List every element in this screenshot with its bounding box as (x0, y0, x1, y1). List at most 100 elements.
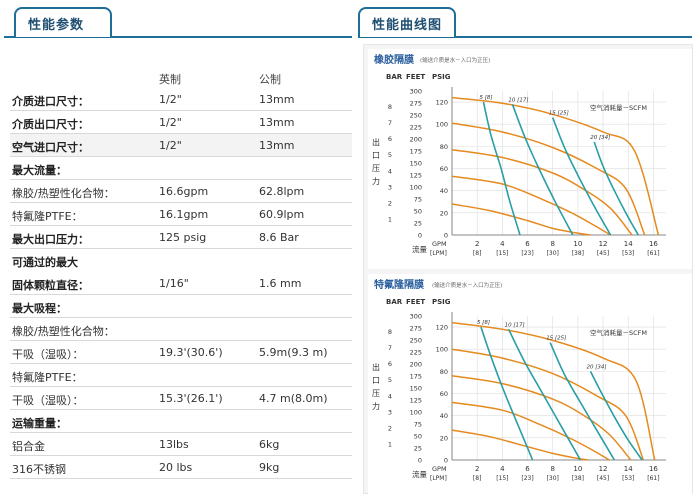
spec-label: 最大吸程： (12, 302, 67, 315)
spec-label: 最大流量： (12, 164, 67, 177)
spec-row: 特氟隆PTFE： (10, 364, 352, 387)
spec-imperial-value: 19.3'(30.6') (159, 346, 223, 359)
bar-tick-label: 8 (388, 103, 392, 111)
spec-label: 固体颗粒直径： (12, 279, 89, 292)
feet-tick-label: 225 (410, 349, 422, 357)
psig-tick-label: 0 (444, 457, 448, 465)
spec-label: 可通过的最大 (12, 256, 78, 269)
psig-tick-label: 120 (436, 99, 448, 107)
spec-row: 固体颗粒直径： 1/16" 1.6 mm (10, 272, 352, 295)
x-tick-label: 12 (599, 465, 608, 473)
x-tick-label-lpm: [8] (473, 250, 482, 257)
specs-rows: 介质进口尺寸： 1/2" 13mm 介质出口尺寸： 1/2" 13mm 空气进口尺寸： 1/2… (10, 88, 352, 479)
x-tick-label: 2 (475, 240, 479, 248)
spec-imperial-value: 1/2" (159, 93, 182, 106)
y-label-char: 力 (372, 401, 380, 411)
spec-imperial-value: 1/2" (159, 116, 182, 129)
specs-header-row: 英制 公制 (10, 68, 352, 88)
x-tick-label: 14 (624, 465, 633, 473)
spec-imperial-value: 1/16" (159, 277, 189, 290)
chart-title: 橡胶隔膜 (374, 53, 414, 66)
spec-metric-value: 13mm (259, 93, 295, 106)
axis-header: PSIG (432, 298, 451, 306)
x-axis-label: 流量 (412, 244, 427, 254)
feet-tick-label: 100 (410, 409, 422, 417)
feet-tick-label: 175 (410, 373, 422, 381)
pressure-curve (451, 348, 644, 461)
x-unit-top: GPM (432, 465, 447, 473)
pressure-curve (451, 122, 646, 236)
x-tick-label-lpm: [8] (473, 475, 482, 482)
spec-metric-value: 13mm (259, 139, 295, 152)
spec-row: 铝合金 13lbs 6kg (10, 433, 352, 456)
air-curve-label: 15 [25] (549, 111, 569, 117)
spec-label: 干吸（湿吸）： (12, 348, 84, 361)
feet-tick-label: 50 (414, 433, 422, 441)
performance-curves-panel: 橡胶隔膜 (输送介质是水－入口为正压) BAR FEET PSIG 120 100 80 60 4… (363, 44, 693, 494)
psig-tick-label: 100 (436, 346, 448, 354)
pressure-curve (451, 375, 632, 461)
spec-imperial-value: 125 psig (159, 231, 207, 244)
pressure-curve (451, 203, 591, 236)
air-curve-label: 10 [17] (505, 322, 525, 328)
feet-tick-label: 25 (414, 220, 422, 228)
specs-table: 英制 公制 介质进口尺寸： 1/2" 13mm 介质出口尺寸： 1/2" 13mm 空气进口… (10, 68, 352, 479)
bar-tick-label: 3 (388, 408, 392, 416)
bar-tick-label: 2 (388, 199, 392, 207)
spec-label: 特氟隆PTFE： (12, 210, 83, 223)
x-tick-label-lpm: [23] (521, 250, 533, 257)
y-label-char: 出 (372, 137, 380, 147)
psig-tick-label: 40 (440, 412, 448, 420)
air-curve-label: 10 [17] (508, 97, 528, 103)
spec-metric-value: 8.6 Bar (259, 231, 299, 244)
spec-row: 可通过的最大 (10, 249, 352, 272)
psig-tick-label: 20 (440, 209, 448, 217)
x-tick-label-lpm: [45] (597, 475, 609, 482)
header-imperial: 英制 (159, 73, 181, 86)
air-consumption-legend: 空气消耗量－SCFM (590, 103, 647, 112)
x-tick-label-lpm: [15] (496, 250, 508, 257)
axis-header: FEET (406, 298, 425, 306)
x-tick-label-lpm: [53] (622, 250, 634, 257)
x-tick-label-lpm: [61] (647, 475, 659, 482)
ptfe-diaphragm-chart: 特氟隆隔膜 (输送介质是水－入口为正压) BAR FEET PSIG 120 100 80 60… (368, 274, 692, 494)
tab-performance-curves[interactable]: 性能曲线图 (358, 7, 456, 37)
x-tick-label: 4 (500, 240, 505, 248)
air-curve-label: 5 [8] (477, 320, 490, 326)
axis-header: FEET (406, 73, 425, 81)
x-tick-label: 16 (649, 465, 658, 473)
psig-tick-label: 20 (440, 434, 448, 442)
bar-tick-label: 4 (388, 167, 392, 175)
spec-imperial-value: 16.6gpm (159, 185, 209, 198)
bar-tick-label: 7 (388, 344, 392, 352)
spec-metric-value: 1.6 mm (259, 277, 302, 290)
psig-tick-label: 100 (436, 121, 448, 129)
feet-tick-label: 300 (410, 313, 422, 321)
axis-header: BAR (386, 73, 403, 81)
spec-row: 介质进口尺寸： 1/2" 13mm (10, 88, 352, 111)
x-tick-label-lpm: [38] (572, 250, 584, 257)
bar-tick-label: 3 (388, 183, 392, 191)
spec-row: 橡胶/热塑性化合物： 16.6gpm 62.8lpm (10, 180, 352, 203)
air-consumption-legend: 空气消耗量－SCFM (590, 328, 647, 337)
spec-label: 介质进口尺寸： (12, 95, 89, 108)
spec-label: 空气进口尺寸： (12, 141, 89, 154)
feet-tick-label: 0 (418, 232, 422, 240)
spec-imperial-value: 1/2" (159, 139, 182, 152)
feet-tick-label: 225 (410, 124, 422, 132)
feet-tick-label: 0 (418, 457, 422, 465)
air-consumption-curve (551, 117, 612, 236)
chart-title: 特氟隆隔膜 (374, 278, 424, 291)
feet-tick-label: 200 (410, 361, 422, 369)
spec-metric-value: 62.8lpm (259, 185, 305, 198)
spec-metric-value: 9kg (259, 461, 280, 474)
pressure-curve (451, 401, 610, 461)
rubber-diaphragm-chart: 橡胶隔膜 (输送介质是水－入口为正压) BAR FEET PSIG 120 100 80 60 4… (368, 49, 692, 269)
spec-row: 干吸（湿吸）： 19.3'(30.6') 5.9m(9.3 m) (10, 341, 352, 364)
feet-tick-label: 175 (410, 148, 422, 156)
feet-tick-label: 50 (414, 208, 422, 216)
tab-performance-params[interactable]: 性能参数 (14, 7, 112, 37)
feet-tick-label: 125 (410, 172, 422, 180)
feet-tick-label: 150 (410, 160, 422, 168)
feet-tick-label: 275 (410, 100, 422, 108)
